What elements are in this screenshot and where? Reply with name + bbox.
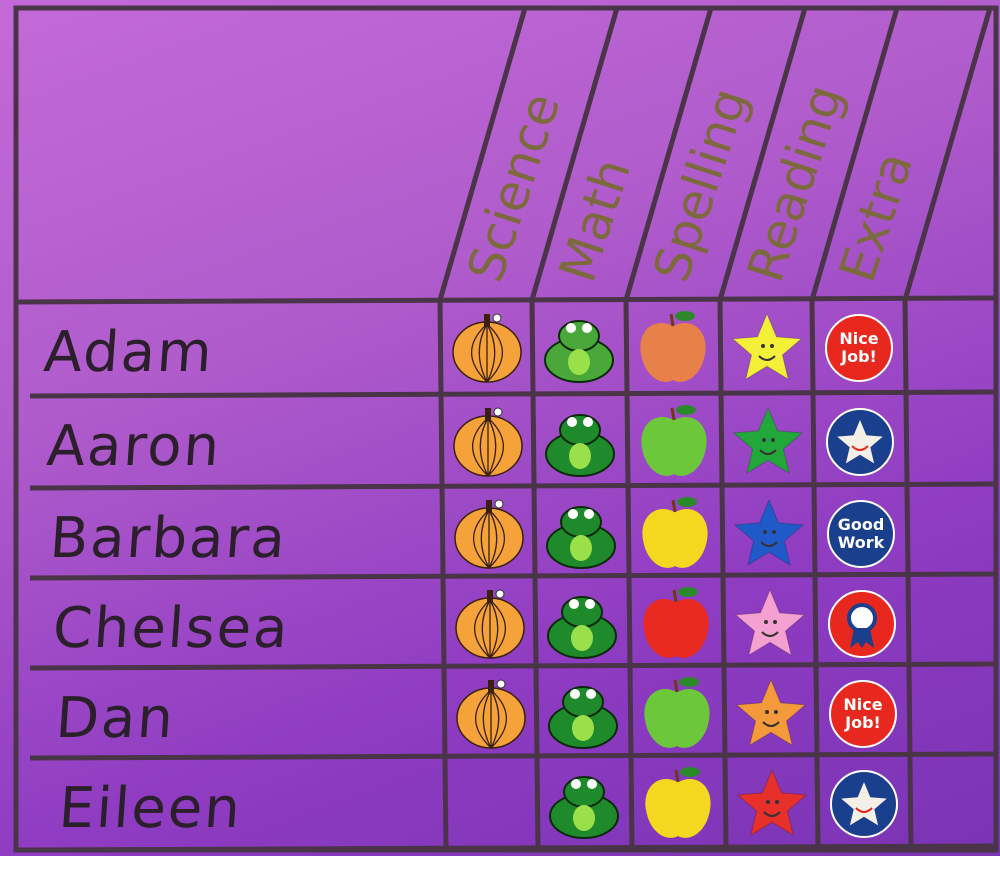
sticker-cell [445,580,535,668]
apple-icon [641,405,707,476]
header-slant-line [437,7,528,301]
sticker-cell [723,398,813,486]
sticker-cell [442,304,532,392]
sticker-cell [633,760,723,848]
sticker-cell [727,760,817,848]
student-name: Aaron [44,414,224,479]
sticker-cell [537,580,627,668]
frog-icon [547,596,617,659]
badge-sticker: Nice Job! [825,314,893,382]
sticker-cell [724,490,814,578]
apple-icon [640,311,706,382]
sticker-cell [819,760,909,848]
star-icon [735,678,807,747]
star-icon [837,420,883,464]
header-slant-line [717,7,808,301]
sticker-cell [447,760,537,848]
column-line [902,299,914,851]
column-header-extra: Extra [828,145,924,288]
apple-icon [642,497,708,568]
badge-star-sticker [826,408,894,476]
header-slant-line [623,7,714,301]
apple-icon [645,767,711,838]
star-icon [733,498,805,567]
header-slant-line [809,7,900,301]
row-line [29,751,996,761]
sticker-cell [534,304,624,392]
column-line [809,299,821,851]
pumpkin-icon [452,313,522,383]
star-icon [731,312,803,381]
sticker-chart: Science Math Spelling Reading Extra Adam Aaro… [0,0,1000,856]
sticker-cell [446,670,536,758]
frog-icon [546,506,616,569]
star-icon [736,768,808,837]
pumpkin-icon [455,589,525,659]
column-line [623,299,635,851]
sticker-cell [725,580,815,668]
student-name: Dan [53,686,178,751]
header-slant-line [902,7,993,301]
column-line [529,299,541,851]
pumpkin-icon [454,499,524,569]
student-name: Barbara [47,506,290,571]
ribbon-icon [847,603,877,633]
sticker-cell: Nice Job! [814,304,904,392]
sticker-cell [726,670,816,758]
column-line [717,299,729,851]
sticker-cell [535,398,625,486]
badge-star-sticker [830,770,898,838]
row-line [29,661,996,671]
star-icon [732,406,804,475]
column-line [437,299,449,851]
badge-ribbon-sticker [828,590,896,658]
sticker-cell [538,670,628,758]
sticker-cell [630,490,720,578]
badge-sticker: Good Work [827,500,895,568]
sticker-cell: Nice Job! [818,670,908,758]
sticker-cell [632,670,722,758]
sticker-cell [631,580,721,668]
header-slant-line [529,7,620,301]
star-icon [841,782,887,826]
sticker-cell [628,304,718,392]
sticker-cell [443,398,533,486]
frog-icon [544,320,614,383]
row-line [29,389,996,399]
pumpkin-icon [456,679,526,749]
row-line [15,295,996,305]
sticker-cell [722,304,812,392]
row-line [29,843,996,853]
star-icon [734,588,806,657]
student-name: Eileen [56,776,245,841]
apple-icon [644,677,710,748]
row-line [29,571,996,581]
pumpkin-icon [453,407,523,477]
student-name: Chelsea [50,596,292,661]
row-line [29,481,996,491]
frog-icon [549,776,619,839]
frog-icon [545,414,615,477]
sticker-cell [539,760,629,848]
sticker-cell [629,398,719,486]
student-name: Adam [41,320,217,385]
sticker-cell [536,490,626,578]
sticker-cell [815,398,905,486]
sticker-cell [444,490,534,578]
sticker-cell [817,580,907,668]
sticker-cell: Good Work [816,490,906,578]
apple-icon [643,587,709,658]
badge-sticker: Nice Job! [829,680,897,748]
frog-icon [548,686,618,749]
column-header-math: Math [548,152,642,289]
